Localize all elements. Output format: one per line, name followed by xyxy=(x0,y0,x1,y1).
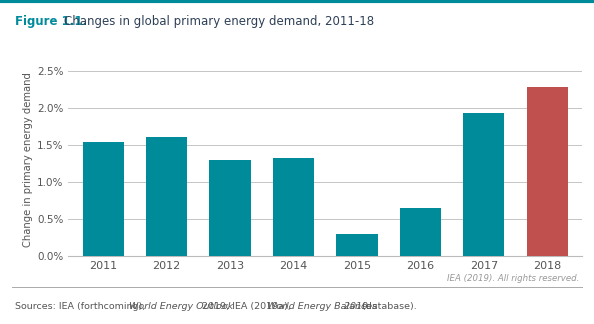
Text: World Energy Outlook: World Energy Outlook xyxy=(129,302,233,311)
Text: Figure 1.1.: Figure 1.1. xyxy=(15,15,87,28)
Bar xyxy=(527,87,568,256)
Bar xyxy=(210,160,251,256)
Bar xyxy=(83,142,124,256)
Text: IEA (2019). All rights reserved.: IEA (2019). All rights reserved. xyxy=(447,274,579,283)
Y-axis label: Change in primary energy demand: Change in primary energy demand xyxy=(23,72,33,247)
Text: (database).: (database). xyxy=(359,302,417,311)
Text: 2019: 2019 xyxy=(341,302,368,311)
Bar xyxy=(400,208,441,256)
Bar xyxy=(463,113,504,256)
Bar xyxy=(146,137,187,256)
Text: Changes in global primary energy demand, 2011-18: Changes in global primary energy demand,… xyxy=(64,15,374,28)
Text: Sources: IEA (forthcoming),: Sources: IEA (forthcoming), xyxy=(15,302,148,311)
Text: World Energy Balances: World Energy Balances xyxy=(267,302,377,311)
Bar xyxy=(336,234,378,256)
Text: 2019; IEA (2019a),: 2019; IEA (2019a), xyxy=(199,302,294,311)
Bar xyxy=(273,158,314,256)
